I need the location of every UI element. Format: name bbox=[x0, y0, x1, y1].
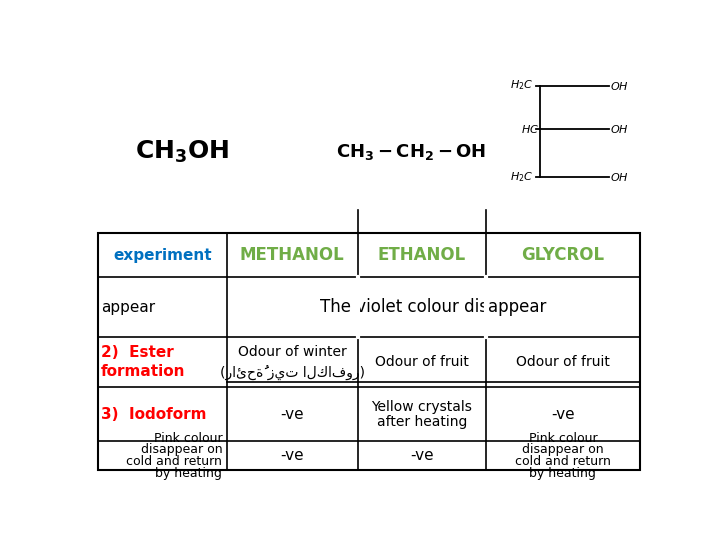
Text: $\mathbf{CH_3OH}$: $\mathbf{CH_3OH}$ bbox=[135, 139, 229, 165]
Text: GLYCROL: GLYCROL bbox=[521, 246, 605, 264]
Text: The violet colour disappear: The violet colour disappear bbox=[320, 298, 546, 316]
Text: appear: appear bbox=[101, 300, 156, 314]
Text: 3)  Iodoform: 3) Iodoform bbox=[101, 407, 207, 422]
Text: $H_2C$: $H_2C$ bbox=[510, 170, 534, 184]
Text: $\mathbf{CH_3 - CH_2 - OH}$: $\mathbf{CH_3 - CH_2 - OH}$ bbox=[336, 142, 486, 162]
Text: $OH$: $OH$ bbox=[610, 79, 629, 92]
Text: Yellow crystals: Yellow crystals bbox=[372, 400, 472, 414]
Text: Odour of fruit: Odour of fruit bbox=[375, 355, 469, 369]
Text: 2)  Ester
formation: 2) Ester formation bbox=[101, 345, 186, 380]
Text: $H_2C$: $H_2C$ bbox=[510, 79, 534, 92]
Text: $OH$: $OH$ bbox=[610, 171, 629, 183]
Text: by heating: by heating bbox=[156, 467, 222, 480]
Text: Odour of fruit: Odour of fruit bbox=[516, 355, 610, 369]
Text: Pink colour: Pink colour bbox=[528, 431, 597, 444]
Text: Odour of winter: Odour of winter bbox=[238, 345, 346, 359]
Text: -ve: -ve bbox=[281, 407, 304, 422]
Text: METHANOL: METHANOL bbox=[240, 246, 345, 264]
Text: Pink colour: Pink colour bbox=[153, 431, 222, 444]
Text: $OH$: $OH$ bbox=[610, 123, 629, 135]
Text: cold and return: cold and return bbox=[515, 455, 611, 468]
Text: -ve: -ve bbox=[281, 448, 304, 463]
Text: experiment: experiment bbox=[113, 247, 212, 262]
Text: by heating: by heating bbox=[529, 467, 596, 480]
Text: -ve: -ve bbox=[551, 407, 575, 422]
Bar bbox=[99, 233, 639, 470]
Text: ETHANOL: ETHANOL bbox=[378, 246, 466, 264]
Text: (رائحةُ زيت الكافور): (رائحةُ زيت الكافور) bbox=[220, 365, 365, 380]
Text: disappear on: disappear on bbox=[140, 443, 222, 456]
Text: after heating: after heating bbox=[377, 415, 467, 429]
Text: $HC$: $HC$ bbox=[521, 123, 539, 135]
Text: cold and return: cold and return bbox=[127, 455, 222, 468]
Text: -ve: -ve bbox=[410, 448, 434, 463]
Text: disappear on: disappear on bbox=[522, 443, 603, 456]
